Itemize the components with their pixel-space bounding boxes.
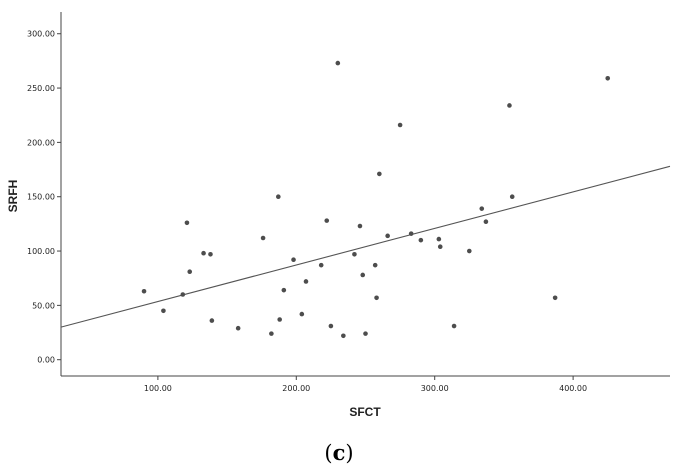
data-point (235, 325, 241, 331)
data-point (318, 262, 324, 268)
data-point (437, 244, 443, 249)
data-point (483, 219, 489, 225)
caption-open: ( (324, 441, 332, 465)
data-point (291, 257, 296, 263)
data-point (363, 331, 368, 336)
data-point (357, 223, 363, 229)
y-tick-label: 150.00 (27, 193, 55, 202)
caption-close: ) (345, 441, 353, 465)
data-point (208, 252, 213, 257)
plot-area (60, 12, 671, 377)
x-tick-label: 300.00 (421, 384, 449, 393)
data-point (479, 206, 485, 211)
data-point (605, 75, 611, 81)
fit-line (60, 165, 671, 328)
data-point (281, 287, 287, 293)
data-point (418, 237, 424, 243)
data-point (299, 311, 305, 317)
figure-caption: (c) (324, 440, 353, 465)
data-point (303, 279, 309, 284)
data-point (276, 194, 281, 200)
data-point (141, 288, 147, 294)
y-tick-label: 250.00 (27, 84, 55, 93)
data-point (324, 218, 330, 223)
data-point (187, 269, 193, 274)
y-tick-label: 200.00 (27, 138, 55, 147)
data-point (260, 235, 266, 241)
y-tick-label: 100.00 (27, 247, 55, 256)
data-point (467, 248, 472, 254)
data-point (335, 60, 341, 66)
data-point (201, 250, 206, 256)
data-point (328, 323, 334, 329)
tick-labels: 0.00 50.00 100.00 150.00 200.00 250.00 300.00 1… (27, 30, 587, 393)
data-point (509, 194, 515, 200)
data-point (385, 233, 390, 239)
data-point (372, 262, 378, 268)
caption-letter: c (333, 440, 346, 465)
data-point (161, 308, 166, 314)
data-point (277, 317, 282, 322)
y-axis-title: SRFH (6, 180, 20, 213)
data-point (352, 252, 357, 257)
y-tick-label: 50.00 (32, 301, 55, 310)
data-point (269, 331, 274, 336)
data-point (436, 236, 442, 242)
x-tick-label: 400.00 (559, 384, 587, 393)
data-point (552, 295, 558, 301)
data-point (507, 103, 512, 108)
x-tick-label: 100.00 (144, 384, 172, 393)
data-point (360, 272, 366, 278)
data-point (451, 323, 457, 329)
data-point (377, 171, 382, 177)
data-point (374, 295, 379, 301)
data-point (180, 292, 186, 297)
data-point (341, 333, 346, 339)
x-axis-title: SFCT (349, 405, 381, 419)
data-point (184, 220, 190, 226)
y-tick-label: 300.00 (27, 30, 55, 39)
x-tick-label: 200.00 (282, 384, 310, 393)
data-point (408, 231, 414, 236)
y-tick-label: 0.00 (37, 356, 55, 365)
data-point (397, 122, 403, 128)
data-point (209, 318, 215, 323)
